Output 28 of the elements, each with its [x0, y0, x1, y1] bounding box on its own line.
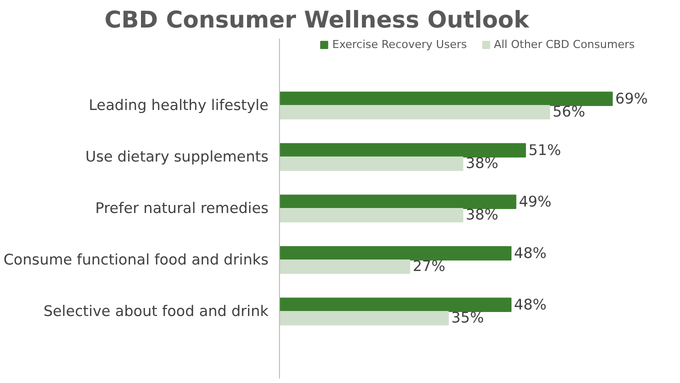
bar [280, 311, 449, 326]
data-label: 49% [518, 193, 552, 210]
data-label: 48% [514, 296, 547, 314]
y-tick-label: Selective about food and drink [43, 303, 270, 320]
data-label: 48% [514, 244, 547, 262]
data-label: 35% [451, 310, 484, 327]
bar [280, 104, 550, 120]
bar [280, 260, 410, 274]
chart-title: CBD Consumer Wellness Outlook [104, 8, 530, 34]
data-label: 51% [528, 142, 562, 159]
y-tick-label: Prefer natural remedies [95, 200, 268, 217]
data-label: 38% [466, 155, 498, 172]
bar [280, 194, 516, 209]
y-tick-label: Use dietary supplements [85, 148, 269, 166]
y-tick-label: Leading healthy lifestyle [88, 96, 269, 114]
data-label: 27% [412, 258, 446, 276]
bar [280, 92, 613, 106]
bar [280, 156, 464, 171]
bar [280, 246, 512, 261]
legend-label: Exercise Recovery Users [332, 38, 467, 51]
data-label: 38% [466, 206, 498, 224]
y-tick-label: Consume functional food and drinks [3, 252, 269, 269]
legend-label: All Other CBD Consumers [494, 38, 635, 51]
data-label: 69% [615, 90, 648, 108]
data-label: 56% [552, 104, 586, 121]
bar [280, 298, 512, 312]
bar [280, 143, 526, 158]
bar [280, 208, 464, 222]
